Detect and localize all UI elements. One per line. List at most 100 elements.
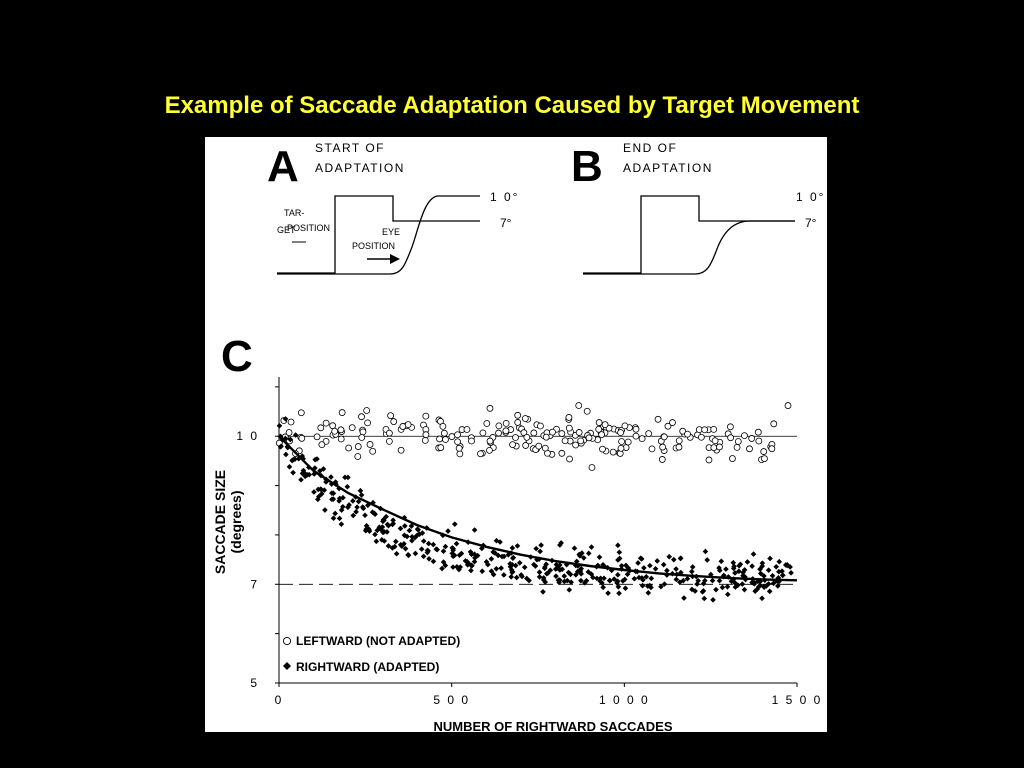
x-tick-label: 0 [275, 693, 284, 707]
rightward-point [623, 562, 629, 569]
leftward-point [733, 443, 741, 451]
rightward-point [660, 561, 667, 568]
rightward-point [330, 490, 337, 497]
rightward-point [508, 574, 515, 580]
leftward-point [358, 434, 366, 441]
leftward-point [345, 444, 353, 452]
rightward-point [483, 559, 490, 565]
rightward-point [759, 560, 766, 566]
leftward-point [664, 422, 672, 430]
y-tick-label: 7 [250, 577, 259, 591]
rightward-point [645, 590, 652, 596]
leftward-point [397, 446, 405, 454]
rightward-point [578, 577, 584, 584]
rightward-point [773, 563, 780, 570]
leftward-point [598, 431, 606, 438]
rightward-point [314, 456, 320, 462]
rightward-point [439, 565, 445, 572]
leftward-point [348, 424, 356, 432]
rightward-point [445, 528, 451, 534]
rightward-point [601, 575, 607, 582]
rightward-point [537, 548, 543, 555]
rightward-point [618, 562, 625, 569]
figure-panel: A START OF ADAPTATION TAR- GET POSITION … [205, 137, 827, 732]
leftward-point [530, 429, 538, 437]
rightward-point [620, 578, 626, 584]
rightward-point [614, 580, 620, 586]
rightward-point [661, 581, 668, 587]
rightward-point [540, 588, 546, 595]
leftward-point [711, 437, 719, 445]
rightward-point [523, 575, 530, 582]
rightward-point [577, 553, 583, 559]
rightward-point [298, 476, 304, 483]
rightward-point [677, 555, 684, 562]
leftward-point [669, 419, 676, 426]
leftward-point [399, 423, 407, 430]
rightward-point [622, 585, 629, 592]
leftward-point [359, 428, 367, 436]
leftward-point [575, 402, 583, 409]
rightward-point [578, 571, 584, 577]
rightward-point [369, 509, 376, 515]
rightward-point [700, 580, 707, 587]
rightward-point [350, 512, 357, 519]
rightward-point [509, 569, 516, 575]
legend-leftward-label: LEFTWARD (NOT ADAPTED) [296, 634, 460, 648]
leftward-point [621, 422, 629, 430]
figure-svg: A START OF ADAPTATION TAR- GET POSITION … [212, 141, 823, 732]
rightward-point [430, 541, 437, 548]
leftward-point [760, 448, 768, 455]
rightward-point [647, 562, 653, 569]
leftward-point [601, 421, 609, 429]
rightward-point [402, 523, 408, 529]
rightward-point [389, 545, 396, 551]
rightward-point [684, 575, 691, 582]
rightward-point [658, 583, 664, 590]
rightward-point [643, 574, 650, 580]
rightward-point [449, 550, 456, 557]
panel-a-caption-line2: ADAPTATION [315, 161, 405, 175]
rightward-point [485, 561, 491, 568]
rightward-point [749, 563, 755, 569]
leftward-point [741, 432, 748, 440]
leftward-point [455, 444, 463, 452]
rightward-point [322, 507, 328, 513]
rightward-point [552, 566, 559, 572]
rightward-point [761, 583, 767, 590]
rightward-point [716, 577, 723, 584]
rightward-point [338, 507, 345, 513]
leftward-point [755, 437, 763, 445]
leftward-point [659, 443, 667, 451]
rightward-point [376, 524, 383, 531]
rightward-point [702, 548, 709, 555]
leftward-point [337, 426, 345, 434]
rightward-point [775, 583, 781, 589]
rightward-point [299, 470, 306, 477]
rightward-point [744, 559, 751, 565]
rightward-point [779, 568, 785, 574]
leftward-point [558, 430, 566, 437]
rightward-point [701, 595, 708, 602]
rightward-point [538, 542, 544, 548]
leftward-point [448, 433, 456, 440]
rightward-point [615, 583, 622, 590]
leftward-point [514, 411, 522, 419]
rightward-point [492, 550, 498, 556]
legend-diamond-marker [283, 662, 291, 670]
rightward-point [631, 575, 638, 582]
leftward-point [369, 447, 377, 455]
leftward-point [439, 422, 447, 430]
leftward-point [561, 437, 569, 445]
rightward-point [312, 465, 318, 471]
rightward-point [536, 569, 543, 575]
x-axis-label: NUMBER OF RIGHTWARD SACCADES [433, 719, 672, 732]
rightward-point [573, 571, 579, 578]
rightward-point [566, 587, 573, 593]
legend-circle-marker [282, 636, 292, 646]
leftward-point [761, 455, 768, 462]
leftward-point [521, 415, 529, 422]
leftward-point [632, 432, 640, 440]
rightward-point [788, 570, 794, 576]
rightward-point [426, 556, 432, 562]
